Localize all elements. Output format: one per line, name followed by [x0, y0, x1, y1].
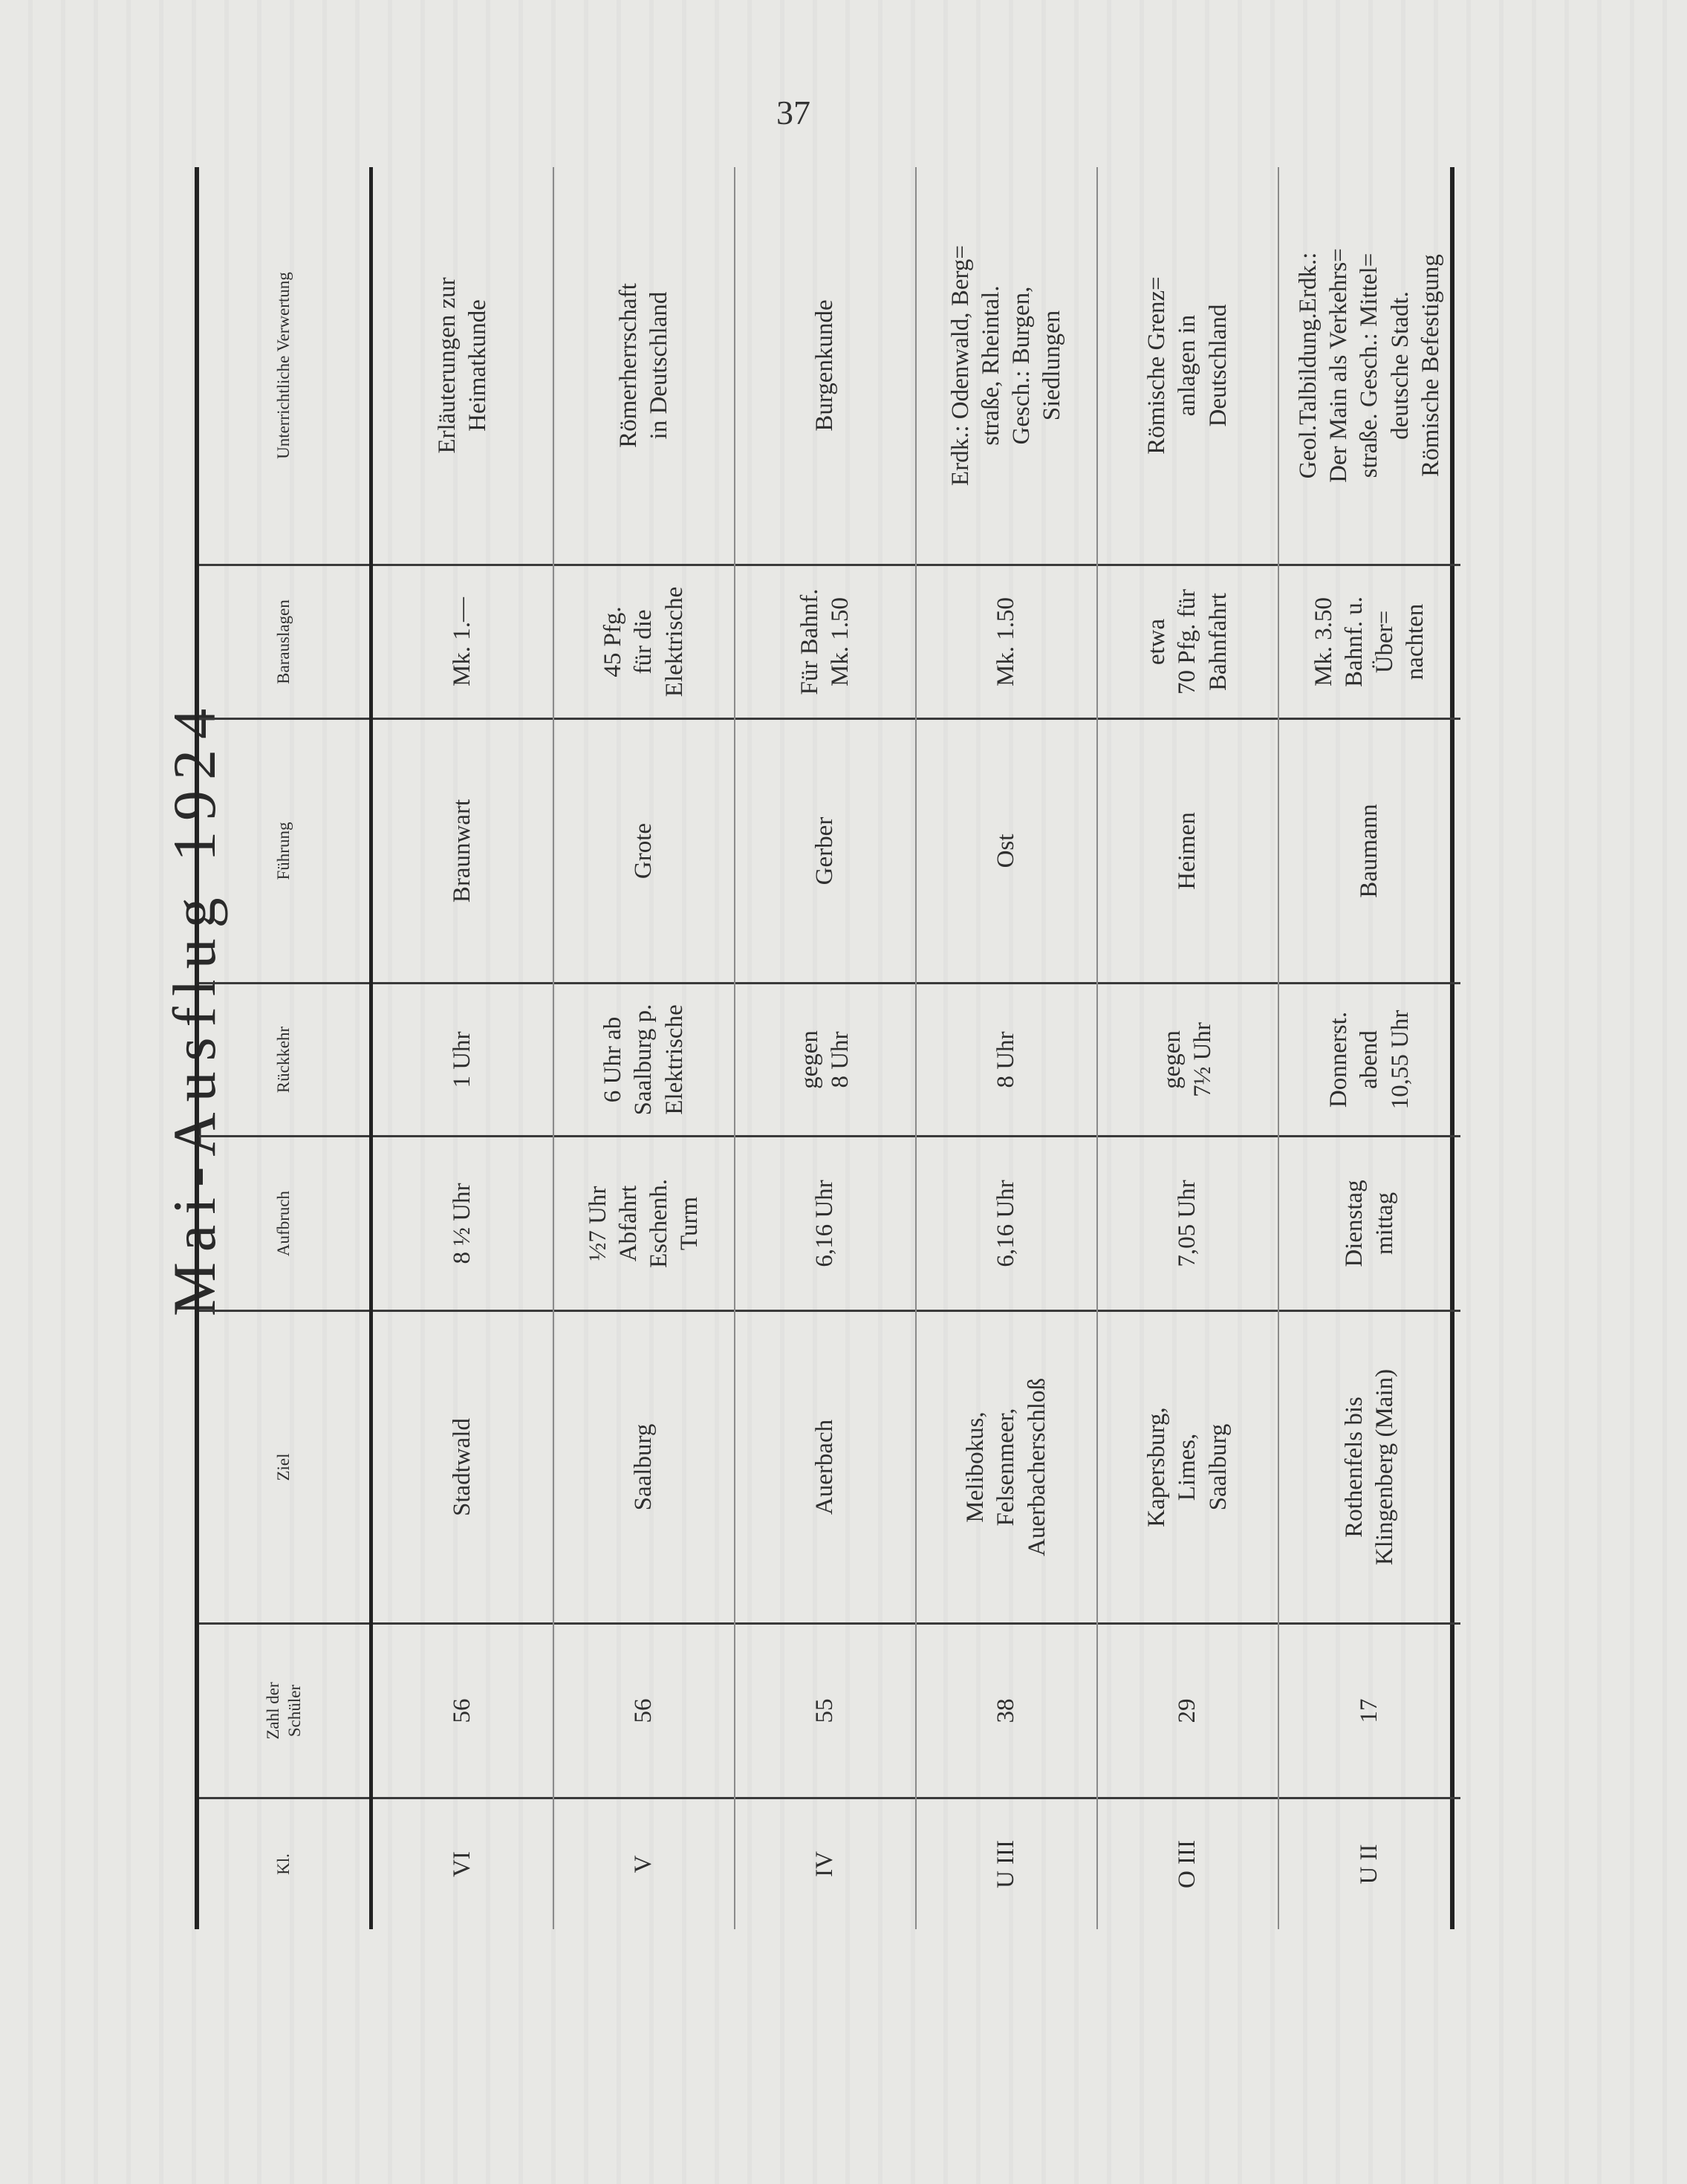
table-row: U III 38 Melibokus, Felsenmeer, Auerbacher… [917, 167, 1098, 1929]
header-leader: Führung [199, 718, 369, 982]
cell-class: O III [1098, 1797, 1278, 1929]
cell-destination: Kapersburg, Limes, Saalburg [1098, 1310, 1278, 1622]
cell-teaching-use: Römerherrschaft in Deutschland [614, 283, 672, 448]
cell-teaching-use: Geol.Talbildung.Erdk.: Der Main als Verk… [1294, 248, 1444, 483]
cell-expenses: etwa 70 Pfg. für Bahnfahrt [1098, 564, 1278, 718]
cell-return: gegen 7½ Uhr [1098, 982, 1278, 1135]
cell-return: Donnerst. abend 10,55 Uhr [1279, 982, 1460, 1135]
cell-expenses: Mk. 1.50 [917, 564, 1096, 718]
table-row: IV 55 Auerbach 6,16 Uhr gegen 8 Uhr Gerber Für… [735, 167, 917, 1929]
cell-leader: Ost [917, 718, 1096, 982]
cell-expenses: Für Bahnf. Mk. 1.50 [735, 564, 915, 718]
cell-leader: Gerber [735, 718, 915, 982]
cell-leader: Grote [554, 718, 734, 982]
header-row: Kl. Zahl der Schüler Ziel Aufbruch Rückkehr F… [199, 167, 373, 1929]
cell-student-count: 55 [735, 1622, 915, 1797]
cell-destination: Saalburg [554, 1310, 734, 1622]
table-row: V 56 Saalburg ½7 Uhr Abfahrt Eschenh. Turm 6… [554, 167, 735, 1929]
table-row: U II 17 Rothenfels bis Klingenberg (Main) D… [1279, 167, 1460, 1929]
header-teaching-use: Unterrichtliche Verwertung [274, 272, 293, 459]
header-student-count: Zahl der Schüler [199, 1622, 369, 1797]
header-return: Rückkehr [199, 982, 369, 1135]
header-expenses: Barauslagen [199, 564, 369, 718]
cell-student-count: 56 [554, 1622, 734, 1797]
cell-class: U II [1279, 1797, 1460, 1929]
cell-student-count: 56 [373, 1622, 553, 1797]
cell-return: 6 Uhr ab Saalburg p. Elektrische [554, 982, 734, 1135]
cell-student-count: 38 [917, 1622, 1096, 1797]
cell-expenses: 45 Pfg. für die Elektrische [554, 564, 734, 718]
cell-destination: Stadtwald [373, 1310, 553, 1622]
header-class: Kl. [199, 1797, 369, 1929]
cell-departure: ½7 Uhr Abfahrt Eschenh. Turm [554, 1135, 734, 1310]
cell-expenses: Mk. 1.— [373, 564, 553, 718]
cell-class: V [554, 1797, 734, 1929]
cell-departure: Dienstag mittag [1279, 1135, 1460, 1310]
cell-leader: Heimen [1098, 718, 1278, 982]
cell-destination: Rothenfels bis Klingenberg (Main) [1279, 1310, 1460, 1622]
cell-destination: Auerbach [735, 1310, 915, 1622]
cell-departure: 6,16 Uhr [735, 1135, 915, 1310]
cell-expenses: Mk. 3.50 Bahnf. u. Über= nachten [1279, 564, 1460, 718]
cell-teaching-use: Burgenkunde [811, 299, 839, 432]
cell-class: VI [373, 1797, 553, 1929]
table-row: O III 29 Kapersburg, Limes, Saalburg 7,05 U… [1098, 167, 1279, 1929]
cell-class: IV [735, 1797, 915, 1929]
table-row: VI 56 Stadtwald 8 ½ Uhr 1 Uhr Braunwart Mk. 1.… [373, 167, 554, 1929]
page-number: 37 [776, 94, 810, 131]
cell-leader: Braunwart [373, 718, 553, 982]
cell-teaching-use: Erläuterungen zur Heimatkunde [433, 277, 491, 454]
cell-return: 1 Uhr [373, 982, 553, 1135]
cell-student-count: 29 [1098, 1622, 1278, 1797]
cell-destination: Melibokus, Felsenmeer, Auerbacherschloß [917, 1310, 1096, 1622]
cell-student-count: 17 [1279, 1622, 1460, 1797]
cell-class: U III [917, 1797, 1096, 1929]
cell-teaching-use: Erdk.: Odenwald, Berg= straße, Rheintal.… [946, 244, 1066, 487]
cell-departure: 8 ½ Uhr [373, 1135, 553, 1310]
cell-return: 8 Uhr [917, 982, 1096, 1135]
header-departure: Aufbruch [199, 1135, 369, 1310]
cell-departure: 7,05 Uhr [1098, 1135, 1278, 1310]
cell-teaching-use: Römische Grenz= anlagen in Deutschland [1143, 276, 1232, 455]
cell-leader: Baumann [1279, 718, 1460, 982]
excursion-table: Kl. Zahl der Schüler Ziel Aufbruch Rückkehr F… [195, 167, 1460, 1929]
cell-return: gegen 8 Uhr [735, 982, 915, 1135]
cell-departure: 6,16 Uhr [917, 1135, 1096, 1310]
header-destination: Ziel [199, 1310, 369, 1622]
